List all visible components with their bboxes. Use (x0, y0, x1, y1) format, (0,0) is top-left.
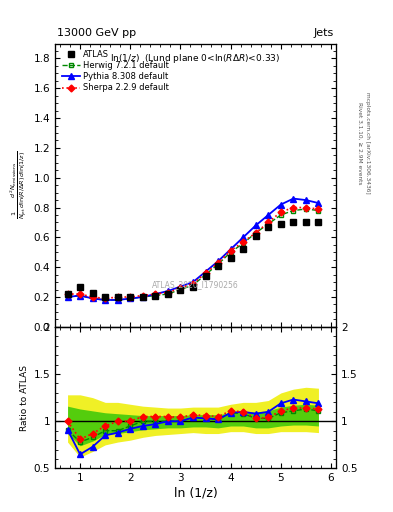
Y-axis label: Ratio to ATLAS: Ratio to ATLAS (20, 365, 29, 431)
Text: mcplots.cern.ch [arXiv:1306.3436]: mcplots.cern.ch [arXiv:1306.3436] (365, 93, 371, 194)
X-axis label: ln (1/z): ln (1/z) (174, 486, 217, 499)
Text: Jets: Jets (314, 28, 334, 38)
Text: ATLAS_2020_I1790256: ATLAS_2020_I1790256 (152, 280, 239, 289)
Legend: ATLAS, Herwig 7.2.1 default, Pythia 8.308 default, Sherpa 2.2.9 default: ATLAS, Herwig 7.2.1 default, Pythia 8.30… (59, 48, 172, 95)
Text: $\ln(1/z)$  (Lund plane 0<$\ln(R\Delta R)$<0.33): $\ln(1/z)$ (Lund plane 0<$\ln(R\Delta R)… (110, 52, 281, 65)
Text: 13000 GeV pp: 13000 GeV pp (57, 28, 136, 38)
Y-axis label: $\frac{1}{N_\mathsf{jet}}\frac{d^2 N_\mathsf{emissions}}{d\ln(R/\Delta R)\,d\ln(: $\frac{1}{N_\mathsf{jet}}\frac{d^2 N_\ma… (9, 151, 29, 220)
Text: Rivet 3.1.10, ≥ 2.9M events: Rivet 3.1.10, ≥ 2.9M events (358, 102, 363, 185)
